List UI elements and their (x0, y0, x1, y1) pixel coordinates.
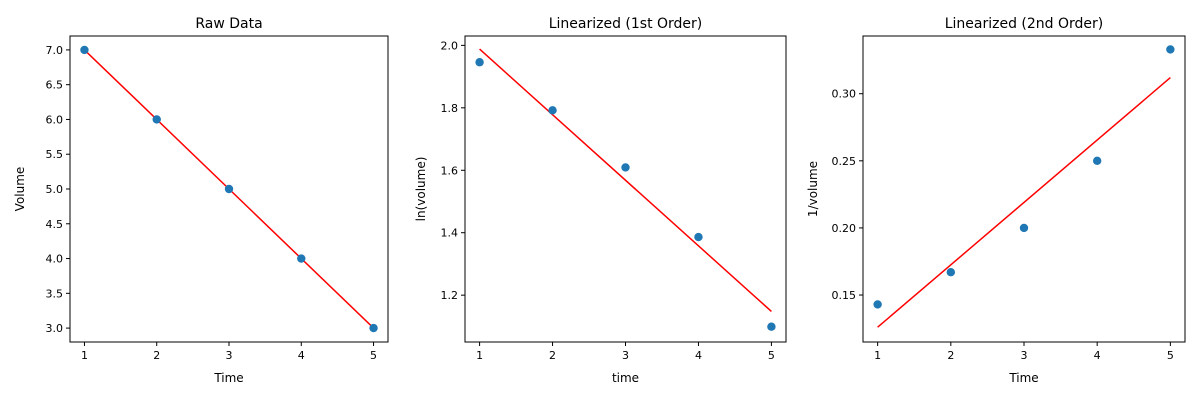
y-tick-label: 4.0 (46, 253, 64, 266)
chart-title: Linearized (1st Order) (549, 16, 703, 32)
fit-line (479, 48, 772, 312)
y-tick-label: 1.8 (441, 102, 459, 115)
x-tick-label: 4 (1094, 349, 1101, 362)
panel-raw-data: 1 2 3 4 5 3.0 3.5 4.0 4.5 5.0 5.5 6.0 6.5 7.0 Raw Da… (13, 16, 389, 385)
fit-line (877, 77, 1171, 328)
x-axis-label: Time (1008, 371, 1038, 385)
y-tick-label: 6.5 (46, 79, 64, 92)
y-tick-label: 0.25 (832, 155, 857, 168)
y-ticks: 0.15 0.20 0.25 0.30 (832, 88, 863, 302)
y-ticks: 3.0 3.5 4.0 4.5 5.0 5.5 6.0 6.5 7.0 (46, 44, 70, 335)
y-tick-label: 0.20 (832, 222, 857, 235)
chart-title: Linearized (2nd Order) (945, 16, 1104, 32)
panel-linearized-2nd-order: 1 2 3 4 5 0.15 0.20 0.25 0.30 Linearized (2nd O… (806, 16, 1186, 385)
data-point (873, 300, 882, 309)
panel-linearized-1st-order: 1 2 3 4 5 1.2 1.4 1.6 1.8 2.0 Linearized (1st Or… (414, 16, 787, 385)
y-tick-label: 0.30 (832, 88, 857, 101)
y-axis-label: 1/volume (806, 161, 820, 217)
data-point (80, 45, 89, 55)
data-point (1092, 156, 1102, 166)
x-tick-label: 2 (549, 349, 556, 362)
x-tick-label: 1 (874, 349, 881, 362)
x-tick-label: 3 (226, 349, 233, 362)
plot-area (873, 45, 1175, 328)
x-ticks: 1 2 3 4 5 (874, 342, 1174, 362)
x-tick-label: 5 (768, 349, 775, 362)
data-point (767, 322, 776, 331)
y-axis-label: ln(volume) (414, 157, 428, 222)
chart-title: Raw Data (195, 16, 262, 32)
y-tick-label: 3.5 (46, 287, 64, 300)
data-point (475, 58, 484, 67)
x-tick-label: 3 (622, 349, 629, 362)
x-tick-label: 4 (695, 349, 702, 362)
y-tick-label: 3.0 (46, 322, 64, 335)
data-point (152, 115, 161, 124)
y-tick-label: 4.5 (46, 218, 64, 231)
x-ticks: 1 2 3 4 5 (81, 342, 377, 362)
x-tick-label: 1 (81, 349, 88, 362)
x-tick-label: 2 (947, 349, 954, 362)
data-point (1166, 45, 1175, 54)
x-tick-label: 5 (1167, 349, 1174, 362)
x-tick-label: 2 (153, 349, 160, 362)
data-point (1019, 223, 1029, 233)
y-tick-label: 2.0 (441, 39, 459, 52)
y-tick-label: 1.2 (441, 289, 459, 302)
y-axis-label: Volume (13, 167, 27, 212)
x-tick-label: 3 (1021, 349, 1028, 362)
y-tick-label: 5.0 (46, 183, 64, 196)
y-tick-label: 1.6 (441, 164, 459, 177)
y-tick-label: 5.5 (46, 148, 64, 161)
axes-frame (464, 35, 787, 343)
x-tick-label: 4 (298, 349, 305, 362)
data-point (621, 163, 630, 172)
y-ticks: 1.2 1.4 1.6 1.8 2.0 (441, 39, 465, 302)
data-point (224, 184, 234, 194)
plot-area (80, 45, 378, 333)
x-axis-label: time (612, 371, 639, 385)
y-tick-label: 6.0 (46, 113, 64, 126)
x-tick-label: 1 (476, 349, 483, 362)
x-ticks: 1 2 3 4 5 (476, 342, 775, 362)
axes-frame (862, 35, 1186, 343)
data-point (694, 232, 703, 242)
plot-area (475, 48, 776, 331)
x-axis-label: Time (213, 371, 243, 385)
y-tick-label: 1.4 (441, 227, 459, 240)
y-tick-label: 7.0 (46, 44, 64, 57)
x-tick-label: 5 (370, 349, 377, 362)
y-tick-label: 0.15 (832, 289, 857, 302)
data-point (946, 268, 956, 277)
data-point (297, 254, 306, 263)
data-point (548, 106, 557, 115)
data-point (369, 323, 378, 333)
